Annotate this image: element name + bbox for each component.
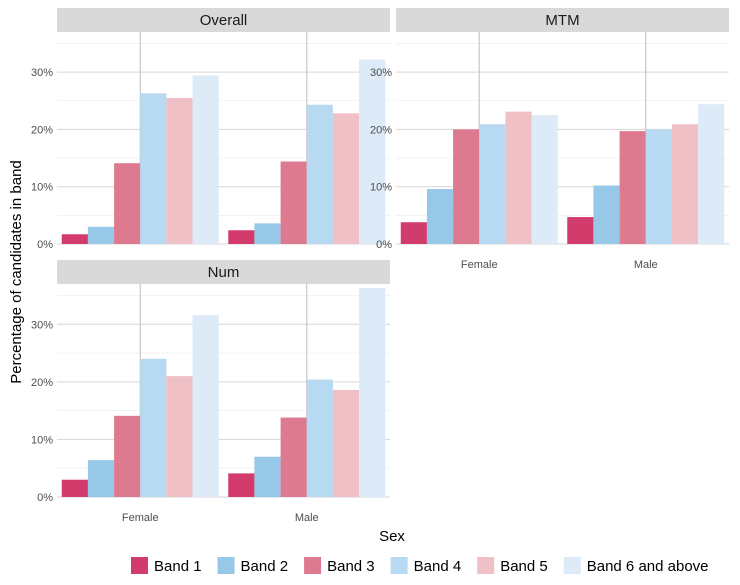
legend-item: Band 5 xyxy=(477,557,548,575)
bar xyxy=(332,113,360,245)
y-tick-label: 30% xyxy=(31,67,53,79)
y-tick-label: 0% xyxy=(37,492,53,504)
legend-label: Band 2 xyxy=(241,558,289,575)
legend-label: Band 4 xyxy=(414,558,462,575)
legend-label: Band 6 and above xyxy=(587,558,709,575)
y-tick-label: 0% xyxy=(37,239,53,251)
legend-swatch xyxy=(131,557,148,574)
facet-title: MTM xyxy=(545,12,579,29)
bar xyxy=(254,223,281,244)
y-tick-label: 30% xyxy=(31,319,53,331)
bar xyxy=(306,104,333,244)
legend-label: Band 5 xyxy=(500,558,548,575)
x-tick-label: Male xyxy=(634,259,658,271)
facet-panel: MTM 0% 10% 20% 30% Female Male xyxy=(370,8,729,271)
legend-item: Band 4 xyxy=(390,557,462,575)
y-tick-label: 20% xyxy=(370,124,392,136)
facet-strip xyxy=(57,8,390,32)
bar xyxy=(166,376,193,497)
bar xyxy=(140,93,167,244)
bar xyxy=(359,59,386,244)
y-tick-label: 10% xyxy=(31,182,53,194)
legend-swatch xyxy=(477,557,495,574)
bar xyxy=(166,97,193,244)
bar xyxy=(192,75,219,244)
facet-title: Num xyxy=(208,264,240,281)
legend-item: Band 1 xyxy=(131,557,202,575)
legend-swatch xyxy=(563,557,581,574)
bar xyxy=(280,161,307,244)
x-tick-label: Female xyxy=(461,259,498,271)
bar xyxy=(332,389,360,497)
bar xyxy=(479,124,506,244)
legend-item: Band 3 xyxy=(304,557,375,575)
bar xyxy=(359,288,386,497)
y-tick-label: 10% xyxy=(370,182,392,194)
facet-title: Overall xyxy=(200,12,248,29)
bar xyxy=(254,456,281,497)
bar xyxy=(87,460,115,497)
bar xyxy=(531,115,558,244)
y-tick-label: 10% xyxy=(31,434,53,446)
facet-panel: Num 0% 10% 20% 30% Female Male xyxy=(31,260,390,524)
legend-swatch xyxy=(390,557,408,574)
facet-panel: Overall 0% 10% 20% 30% xyxy=(31,8,390,251)
y-tick-label: 0% xyxy=(376,239,392,251)
legend-swatch xyxy=(304,557,322,574)
bar xyxy=(140,358,167,497)
bar xyxy=(505,111,532,244)
x-tick-label: Male xyxy=(295,512,319,524)
legend: Band 1 Band 2 Band 3 Band 4 Band 5 Band 6 and… xyxy=(131,557,709,575)
facet-strip xyxy=(57,260,390,284)
y-tick-label: 20% xyxy=(31,377,53,389)
bar xyxy=(619,131,646,244)
bar xyxy=(192,315,219,497)
facet-strip xyxy=(396,8,729,32)
panels: Overall 0% 10% 20% 30% MTM 0% 10% 20% 30% Female Ma… xyxy=(31,8,729,524)
legend-label: Band 3 xyxy=(327,558,375,575)
bar xyxy=(61,479,88,497)
x-tick-label: Female xyxy=(122,512,159,524)
bar xyxy=(426,188,454,244)
bar xyxy=(228,230,255,244)
bar xyxy=(114,415,141,497)
legend-label: Band 1 xyxy=(154,558,202,575)
bar xyxy=(453,129,480,244)
bar xyxy=(671,124,699,244)
x-axis-title: Sex xyxy=(379,528,405,545)
y-tick-label: 20% xyxy=(31,124,53,136)
bar xyxy=(61,234,88,244)
legend-swatch xyxy=(217,557,235,574)
legend-item: Band 2 xyxy=(217,557,289,575)
bar xyxy=(114,163,141,244)
bar xyxy=(645,129,672,244)
bar xyxy=(567,217,594,244)
bar xyxy=(280,417,307,497)
bar xyxy=(400,222,427,244)
y-axis-title: Percentage of candidates in band xyxy=(8,160,25,384)
legend-item: Band 6 and above xyxy=(563,557,709,575)
bar xyxy=(228,473,255,497)
bar xyxy=(698,104,725,244)
bar xyxy=(593,185,620,244)
bar xyxy=(306,379,333,497)
y-tick-label: 30% xyxy=(370,67,392,79)
bar xyxy=(87,226,115,244)
